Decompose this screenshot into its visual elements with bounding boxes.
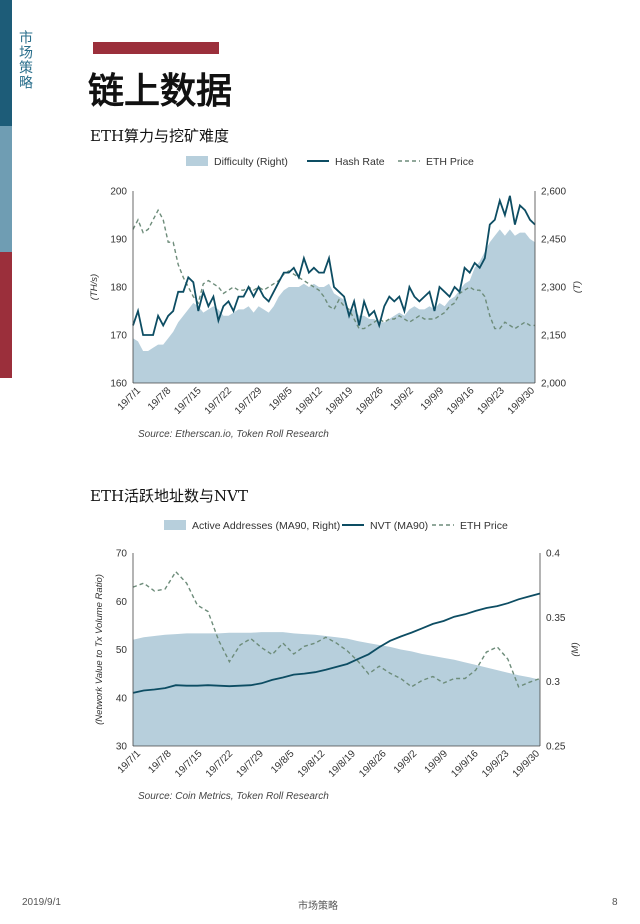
y-tick-label-right: 2,000: [541, 379, 566, 390]
y-tick-label-left: 200: [110, 187, 127, 198]
x-tick-label: 19/9/30: [511, 748, 543, 780]
y-tick-label-right: 0.25: [546, 742, 566, 753]
footer-center: 市场策略: [298, 901, 338, 912]
x-tick-label: 19/8/5: [269, 748, 297, 776]
footer-page-number: 8: [612, 897, 618, 908]
x-tick-label: 19/8/19: [324, 385, 356, 417]
sidebar-label: 市场策略: [17, 30, 33, 90]
x-tick-label: 19/7/15: [173, 748, 205, 780]
y-tick-label-left: 190: [110, 235, 127, 246]
x-tick-label: 19/9/30: [506, 385, 538, 417]
y-axis-title-left: (Network Value to Tx Volume Ratio): [94, 574, 105, 725]
y-tick-label-right: 2,450: [541, 235, 566, 246]
sidebar-band-middle: [0, 126, 12, 252]
x-tick-label: 19/9/23: [475, 385, 507, 417]
x-tick-label: 19/9/16: [449, 748, 481, 780]
y-tick-label-right: 2,600: [541, 187, 566, 198]
chart2-title: ETH活跃地址数与NVT: [90, 487, 248, 505]
legend-swatch-area: [164, 520, 186, 530]
x-tick-label: 19/8/26: [357, 748, 389, 780]
footer-date: 2019/9/1: [22, 897, 61, 908]
x-tick-label: 19/7/29: [233, 385, 265, 417]
area-series-difficulty: [133, 229, 535, 383]
x-tick-label: 19/9/2: [388, 385, 416, 413]
y-axis-title-right: (T): [572, 281, 583, 293]
legend-label: ETH Price: [426, 156, 474, 168]
x-tick-label: 19/7/8: [146, 385, 174, 413]
y-tick-label-right: 0.3: [546, 677, 560, 688]
title-accent-bar: [93, 42, 219, 54]
x-tick-label: 19/9/9: [419, 385, 447, 413]
y-tick-label-right: 0.35: [546, 613, 566, 624]
y-axis-title-left: (TH/s): [89, 274, 100, 300]
hashrate-difficulty-chart: Difficulty (Right) Hash Rate ETH Price 200 1…: [89, 156, 583, 440]
legend-swatch-area: [186, 156, 208, 166]
y-tick-label-right: 0.4: [546, 549, 560, 560]
y-tick-label-left: 30: [116, 742, 128, 753]
y-axis-title-right: (M): [570, 642, 581, 656]
x-tick-label: 19/7/22: [203, 385, 235, 417]
area-series-active-addresses-ma90-right-: [133, 632, 540, 746]
y-tick-label-left: 160: [110, 379, 127, 390]
y-tick-label-left: 50: [116, 645, 128, 656]
x-tick-label: 19/9/16: [445, 385, 477, 417]
line-series-nvt-ma90-: [132, 592, 541, 694]
x-tick-label: 19/9/9: [423, 748, 451, 776]
x-tick-label: 19/8/12: [294, 385, 326, 417]
x-tick-label: 19/8/5: [267, 385, 295, 413]
y-tick-label-left: 180: [110, 283, 127, 294]
line-series-hash-rate: [132, 195, 536, 336]
legend-label: Hash Rate: [335, 156, 385, 168]
y-tick-label-left: 70: [116, 549, 128, 560]
x-tick-label: 19/8/12: [296, 748, 328, 780]
x-tick-label: 19/9/23: [480, 748, 512, 780]
sidebar-band-top: [0, 0, 12, 126]
x-tick-label: 19/9/2: [392, 748, 420, 776]
active-addresses-nvt-chart: Active Addresses (MA90, Right) NVT (MA90)…: [94, 520, 581, 802]
chart-source-note: Source: Etherscan.io, Token Roll Researc…: [138, 429, 329, 440]
y-tick-label-right: 2,300: [541, 283, 566, 294]
x-tick-label: 19/7/22: [204, 748, 236, 780]
legend-label: Difficulty (Right): [214, 156, 288, 168]
y-tick-label-left: 60: [116, 597, 128, 608]
line-series-eth-price: [132, 570, 541, 688]
x-tick-label: 19/8/19: [327, 748, 359, 780]
legend-label: NVT (MA90): [370, 520, 428, 532]
x-tick-label: 19/8/26: [354, 385, 386, 417]
chart1-title: ETH算力与挖矿难度: [90, 127, 230, 145]
x-tick-label: 19/7/8: [146, 748, 174, 776]
line-series-eth-price: [132, 208, 535, 330]
y-tick-label-right: 2,150: [541, 331, 566, 342]
y-tick-label-left: 170: [110, 331, 127, 342]
chart-source-note: Source: Coin Metrics, Token Roll Researc…: [138, 791, 329, 802]
x-tick-label: 19/7/29: [235, 748, 267, 780]
y-tick-label-left: 40: [116, 693, 128, 704]
page-title: 链上数据: [88, 71, 233, 112]
legend-label: Active Addresses (MA90, Right): [192, 520, 340, 532]
x-tick-label: 19/7/15: [172, 385, 204, 417]
legend-label: ETH Price: [460, 520, 508, 532]
sidebar-band-bottom: [0, 252, 12, 378]
